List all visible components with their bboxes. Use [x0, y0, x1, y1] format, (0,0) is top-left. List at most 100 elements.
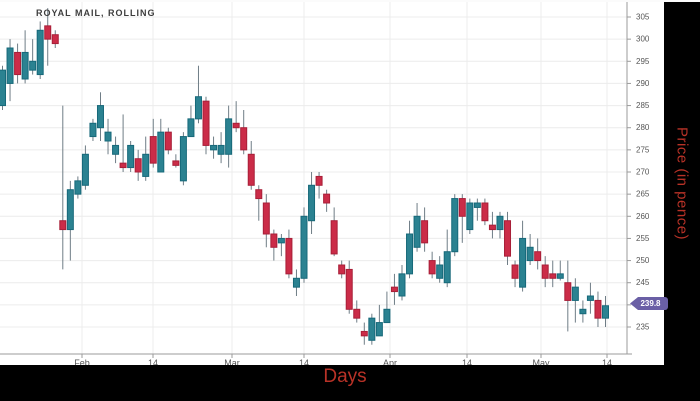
svg-text:295: 295 [636, 57, 650, 66]
candle [172, 160, 180, 166]
svg-text:14: 14 [299, 358, 309, 365]
candle [262, 202, 270, 235]
candle [285, 237, 293, 275]
candle [330, 220, 338, 255]
candle [413, 215, 421, 248]
svg-text:270: 270 [636, 168, 650, 177]
candle [481, 202, 489, 222]
candle [81, 153, 89, 186]
candle [571, 286, 579, 301]
svg-text:285: 285 [636, 101, 650, 110]
candle [21, 51, 29, 80]
candle [74, 180, 82, 195]
svg-text:260: 260 [636, 212, 650, 221]
candle [375, 322, 383, 337]
candlestick-chart: 305 300 295 290 285 280 275 270 265 260 255 250 245 2… [0, 2, 650, 368]
candle [157, 131, 165, 173]
candle [390, 286, 398, 293]
candle [458, 198, 466, 217]
candle [323, 193, 331, 204]
svg-text:Feb: Feb [74, 358, 90, 365]
chart-panel: 305 300 295 290 285 280 275 270 265 260 255 250 245 2… [0, 2, 668, 368]
candle [421, 220, 429, 244]
svg-text:235: 235 [636, 323, 650, 332]
candle [353, 308, 361, 319]
candle [451, 198, 459, 253]
candle [187, 118, 195, 138]
candle [308, 184, 316, 222]
candle [66, 189, 74, 231]
candle [345, 268, 353, 310]
candle [127, 144, 135, 169]
candle [270, 233, 278, 248]
candle [534, 251, 542, 262]
svg-text:14: 14 [602, 358, 612, 365]
candle [217, 144, 225, 155]
candle [255, 189, 263, 200]
candle [428, 260, 436, 275]
candle [164, 131, 172, 151]
top-edge-strip [0, 0, 700, 2]
y-axis-title: Price (in pence) [673, 126, 691, 241]
candle [398, 273, 406, 297]
last-price-badge: 239.8 [630, 297, 668, 310]
candle [473, 202, 481, 208]
candle [496, 215, 504, 231]
candle [549, 273, 557, 279]
candle [51, 34, 59, 45]
candle [406, 233, 414, 275]
svg-text:Mar: Mar [224, 358, 240, 365]
candle [541, 264, 549, 279]
svg-text:14: 14 [462, 358, 472, 365]
candle [564, 282, 572, 301]
candle [488, 224, 496, 231]
candle [338, 264, 346, 275]
candle [89, 122, 97, 138]
candle [240, 127, 248, 151]
svg-text:280: 280 [636, 123, 650, 132]
candle [443, 251, 451, 284]
candle [277, 237, 285, 244]
candle [225, 118, 233, 155]
candle [466, 202, 474, 231]
svg-text:14: 14 [148, 358, 158, 365]
candle [134, 158, 142, 173]
candle [579, 308, 587, 315]
candle [104, 131, 112, 142]
candle [36, 29, 44, 76]
candle [194, 96, 202, 120]
candle [179, 136, 187, 182]
candle [29, 60, 37, 71]
candle [504, 220, 512, 257]
candle [6, 47, 14, 84]
svg-text:Apr: Apr [383, 358, 397, 365]
candle [210, 144, 218, 151]
candle [14, 51, 22, 76]
candle [360, 330, 368, 337]
candle [602, 305, 609, 319]
candle [59, 220, 67, 231]
svg-text:300: 300 [636, 35, 650, 44]
svg-text:305: 305 [636, 13, 650, 22]
candle [436, 264, 444, 279]
candle [44, 25, 52, 40]
candle [511, 264, 519, 279]
candle [247, 153, 255, 186]
chart-title: ROYAL MAIL, ROLLING [36, 8, 156, 18]
candle [526, 246, 534, 262]
svg-text:275: 275 [636, 145, 650, 154]
candle [315, 175, 323, 186]
svg-text:255: 255 [636, 234, 650, 243]
svg-text:May: May [532, 358, 550, 365]
svg-text:250: 250 [636, 256, 650, 265]
candle [586, 295, 594, 301]
candle [594, 299, 602, 319]
x-axis-title: Days [323, 366, 367, 387]
candle [119, 162, 127, 169]
svg-text:265: 265 [636, 190, 650, 199]
candle [519, 237, 527, 288]
candle [112, 144, 120, 155]
candle [202, 100, 210, 146]
candle [300, 215, 308, 279]
candle [556, 273, 564, 279]
